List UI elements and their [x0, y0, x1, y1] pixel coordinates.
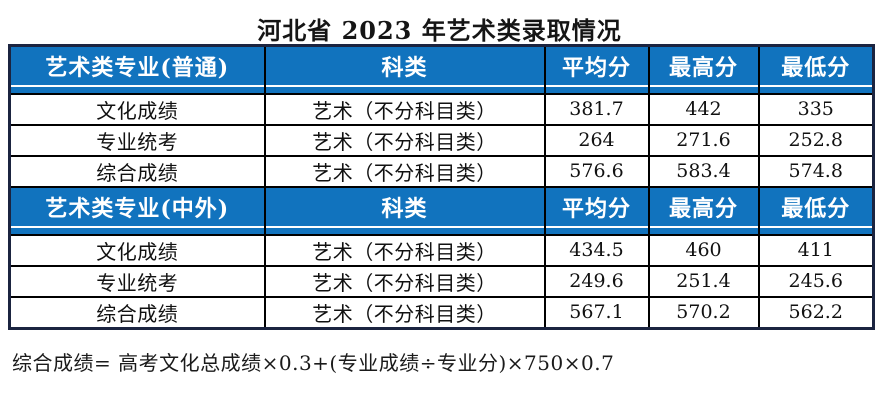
data-cell-label: 综合成绩 [8, 295, 266, 329]
header-underline [543, 84, 650, 95]
header-underline [263, 225, 546, 236]
header-cell-highest: 最高分 [647, 186, 760, 227]
data-cell-lowest: 411 [757, 233, 875, 267]
data-cell-category: 艺术（不分科目类） [263, 295, 546, 329]
header-cell-category: 科类 [263, 186, 546, 227]
header-cell-average: 平均分 [543, 45, 650, 86]
data-cell-average: 381.7 [543, 92, 650, 126]
table-row: 专业统考 艺术（不分科目类） 264 271.6 252.8 [8, 123, 875, 157]
data-cell-lowest: 562.2 [757, 295, 875, 329]
header-underline [757, 225, 875, 236]
data-cell-highest: 570.2 [647, 295, 760, 329]
data-cell-average: 264 [543, 123, 650, 157]
header-cell-lowest: 最低分 [757, 45, 875, 86]
data-cell-category: 艺术（不分科目类） [263, 264, 546, 298]
header-underline [543, 225, 650, 236]
data-cell-average: 576.6 [543, 154, 650, 188]
footnote: 综合成绩= 高考文化总成绩×0.3+(专业成绩÷专业分)×750×0.7 [12, 350, 615, 375]
header-cell-lowest: 最低分 [757, 186, 875, 227]
data-cell-average: 434.5 [543, 233, 650, 267]
header-underline [8, 225, 266, 236]
header-cell-major: 艺术类专业(中外) [8, 186, 266, 227]
header-cell-category: 科类 [263, 45, 546, 86]
table-row: 综合成绩 艺术（不分科目类） 576.6 583.4 574.8 [8, 154, 875, 188]
data-cell-lowest: 574.8 [757, 154, 875, 188]
data-cell-lowest: 252.8 [757, 123, 875, 157]
section-2-header-row: 艺术类专业(中外) 科类 平均分 最高分 最低分 [8, 186, 875, 227]
data-cell-lowest: 335 [757, 92, 875, 126]
section-1-header-underline [8, 84, 875, 95]
data-cell-label: 专业统考 [8, 264, 266, 298]
data-cell-highest: 251.4 [647, 264, 760, 298]
data-cell-category: 艺术（不分科目类） [263, 92, 546, 126]
header-cell-highest: 最高分 [647, 45, 760, 86]
data-cell-highest: 271.6 [647, 123, 760, 157]
header-cell-major: 艺术类专业(普通) [8, 45, 266, 86]
data-cell-highest: 460 [647, 233, 760, 267]
page-title: 河北省 2023 年艺术类录取情况 [257, 16, 622, 45]
data-cell-label: 专业统考 [8, 123, 266, 157]
section-2-header-underline [8, 225, 875, 236]
data-cell-label: 文化成绩 [8, 233, 266, 267]
data-cell-highest: 442 [647, 92, 760, 126]
data-cell-lowest: 245.6 [757, 264, 875, 298]
data-cell-category: 艺术（不分科目类） [263, 154, 546, 188]
data-cell-average: 249.6 [543, 264, 650, 298]
data-cell-highest: 583.4 [647, 154, 760, 188]
table-row: 综合成绩 艺术（不分科目类） 567.1 570.2 562.2 [8, 295, 875, 329]
data-cell-average: 567.1 [543, 295, 650, 329]
table-row: 文化成绩 艺术（不分科目类） 434.5 460 411 [8, 233, 875, 267]
table-row: 专业统考 艺术（不分科目类） 249.6 251.4 245.6 [8, 264, 875, 298]
header-underline [757, 84, 875, 95]
data-cell-label: 综合成绩 [8, 154, 266, 188]
section-1-header-row: 艺术类专业(普通) 科类 平均分 最高分 最低分 [8, 45, 875, 86]
header-underline [8, 84, 266, 95]
header-cell-average: 平均分 [543, 186, 650, 227]
header-underline [263, 84, 546, 95]
data-cell-category: 艺术（不分科目类） [263, 233, 546, 267]
header-underline [647, 84, 760, 95]
data-cell-label: 文化成绩 [8, 92, 266, 126]
data-cell-category: 艺术（不分科目类） [263, 123, 546, 157]
admissions-table: 艺术类专业(普通) 科类 平均分 最高分 最低分 文化成绩 艺术（不分科目类） … [8, 44, 875, 330]
header-underline [647, 225, 760, 236]
table-row: 文化成绩 艺术（不分科目类） 381.7 442 335 [8, 92, 875, 126]
